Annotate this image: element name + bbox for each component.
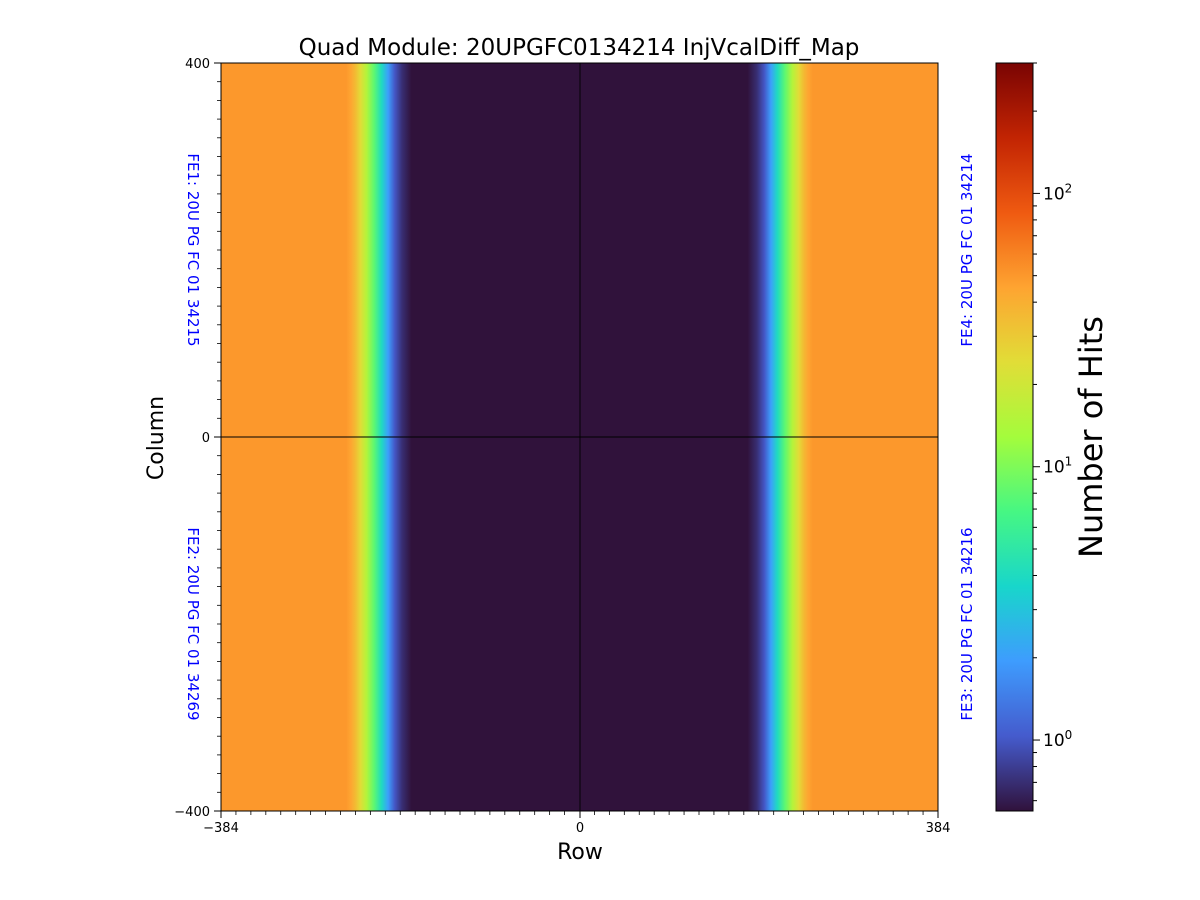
y-tick-label-bottom: −400 xyxy=(174,805,210,820)
colorbar-tick-label: 102 xyxy=(1043,181,1072,204)
fe2-label: FE2: 20U PG FC 01 34269 xyxy=(184,527,202,720)
y-tick-label-top: 400 xyxy=(185,57,210,72)
colorbar xyxy=(995,62,1034,812)
colorbar-ticks: 100 101 102 xyxy=(1033,62,1072,802)
colorbar-tick-label: 100 xyxy=(1043,728,1072,751)
chart-title: Quad Module: 20UPGFC0134214 InjVcalDiff_… xyxy=(299,35,860,61)
y-axis-label: Column xyxy=(144,396,169,480)
x-tick-label-right: 384 xyxy=(926,821,951,836)
minor-ticks xyxy=(217,81,924,815)
colorbar-label: Number of Hits xyxy=(1072,316,1110,558)
fe3-label: FE3: 20U PG FC 01 34216 xyxy=(958,527,976,720)
y-tick-label-mid: 0 xyxy=(202,431,210,446)
x-tick-label-left: −384 xyxy=(203,821,239,836)
colorbar-tick-label: 101 xyxy=(1043,455,1072,478)
fe4-label: FE4: 20U PG FC 01 34214 xyxy=(958,153,976,346)
x-tick-label-mid: 0 xyxy=(576,821,584,836)
x-axis-label: Row xyxy=(557,840,603,865)
fe1-label: FE1: 20U PG FC 01 34215 xyxy=(184,153,202,346)
